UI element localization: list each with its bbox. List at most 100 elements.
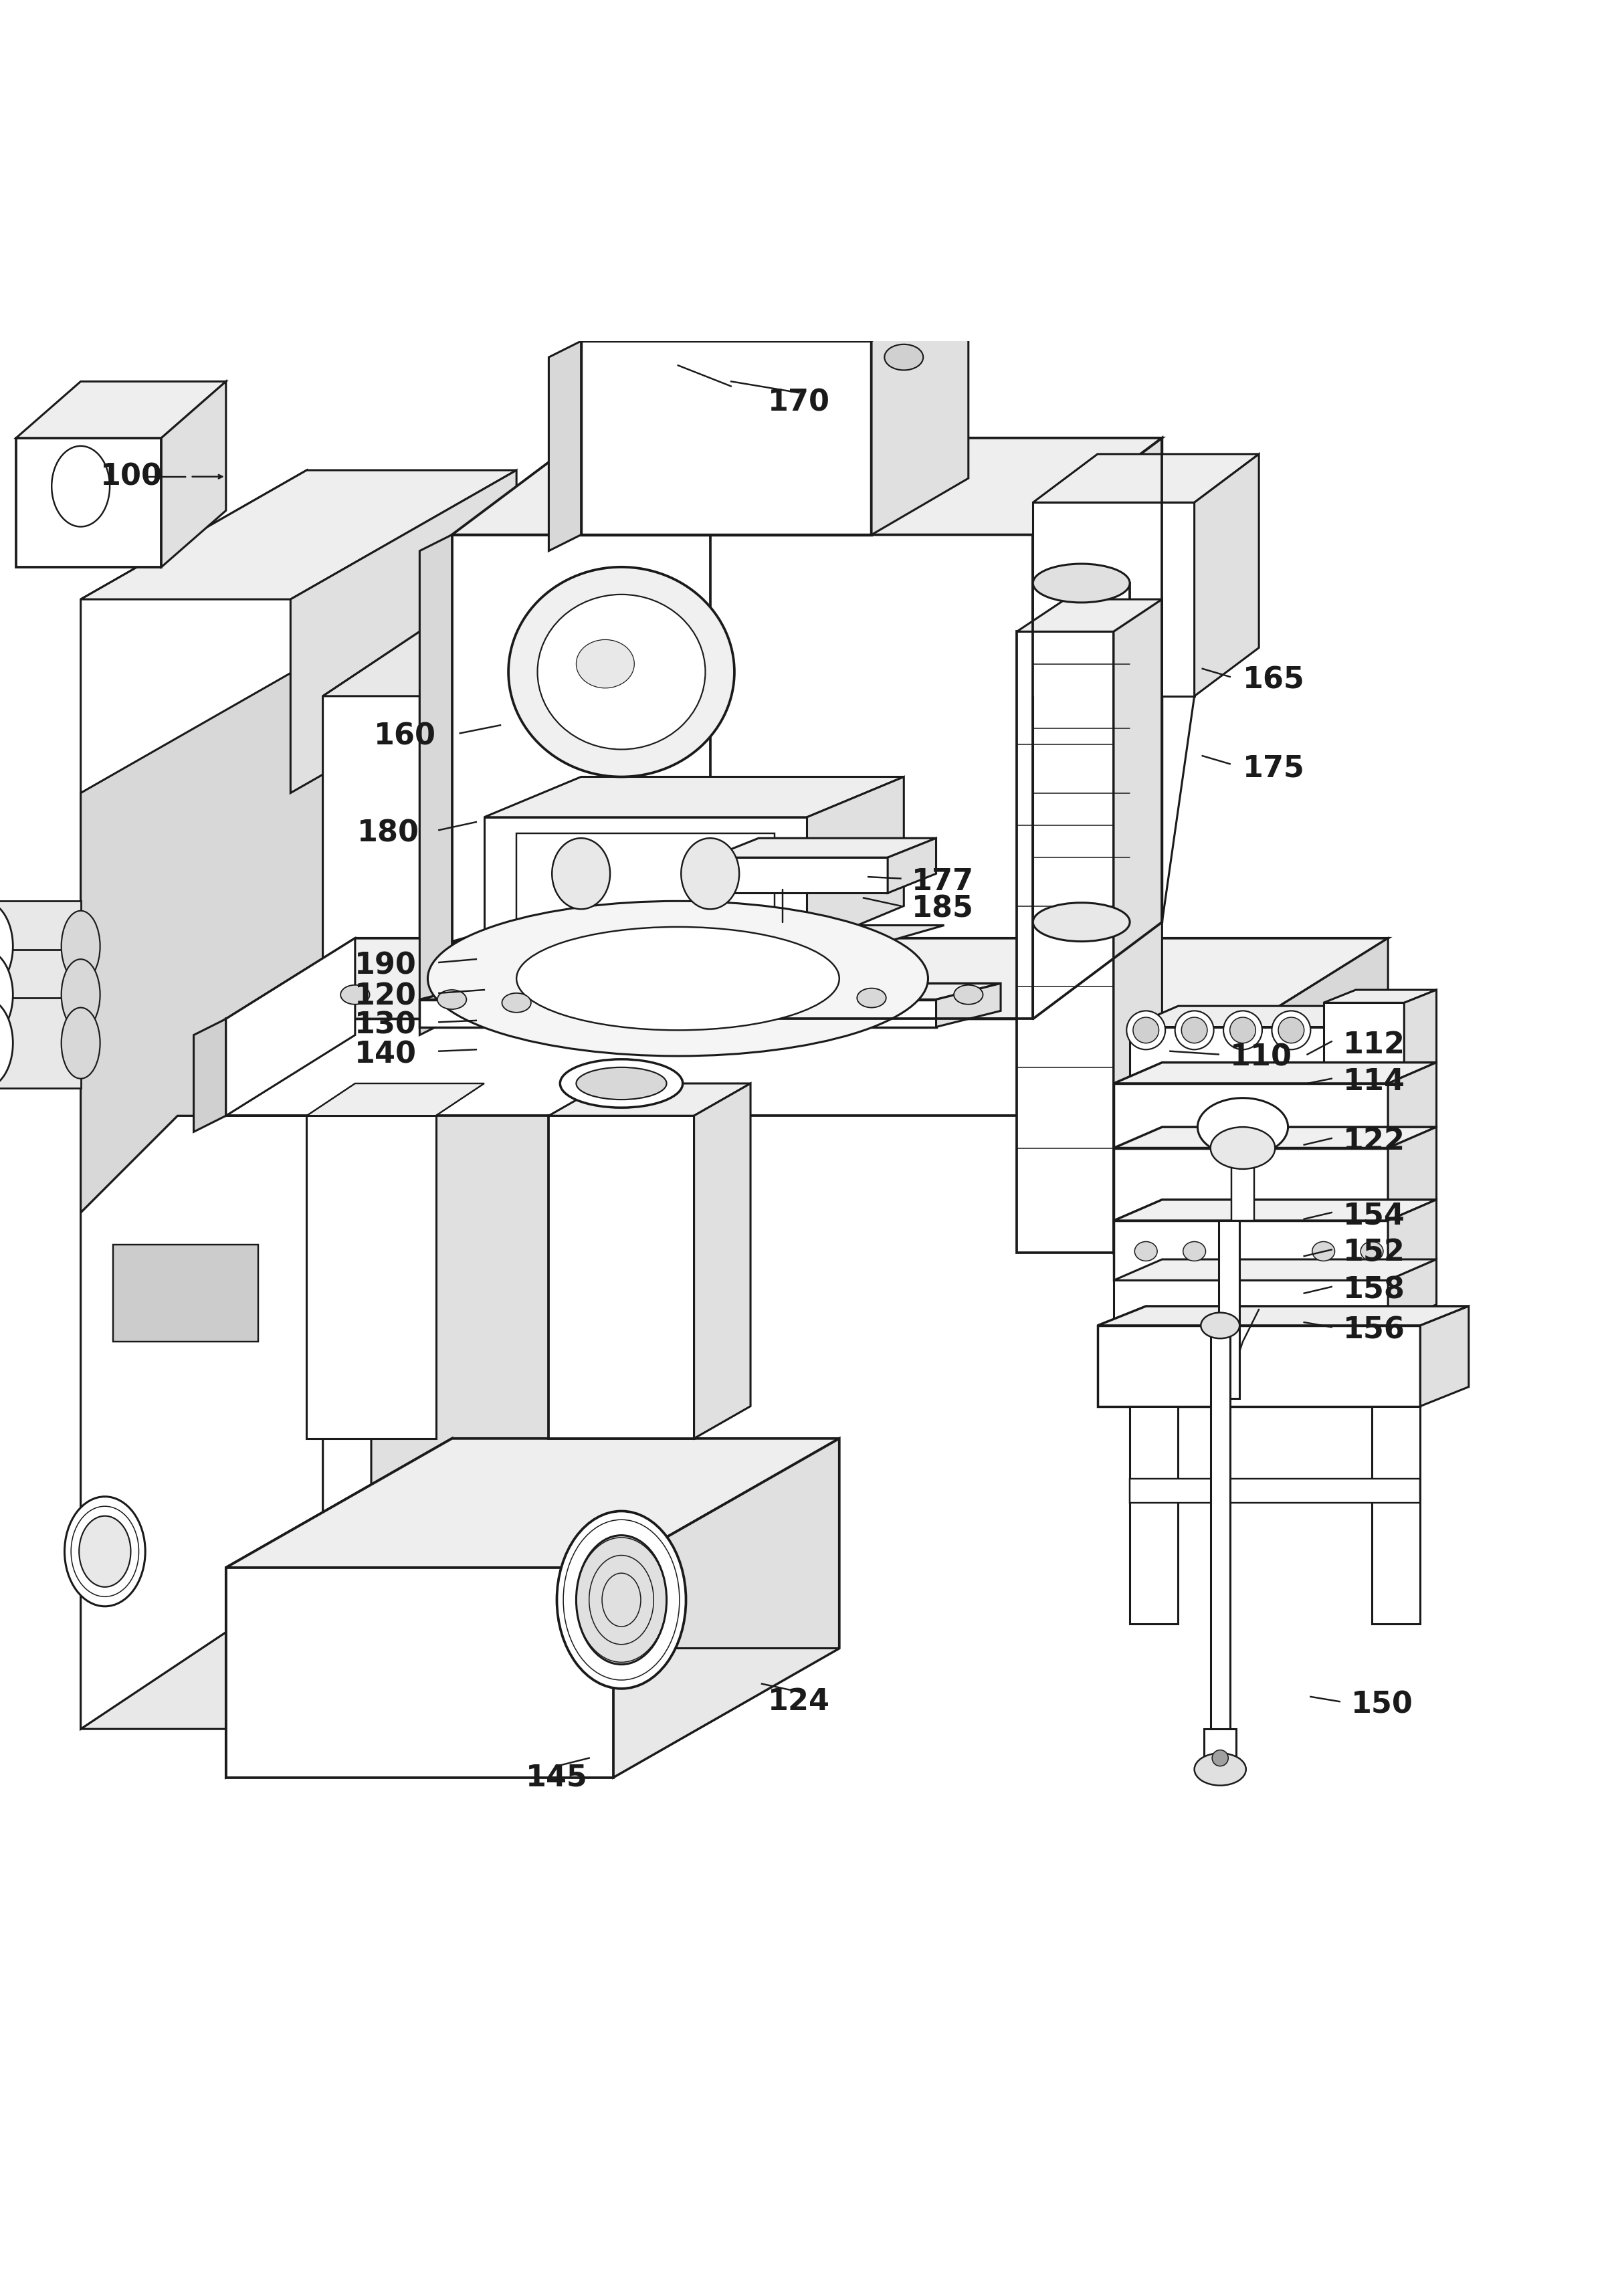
Polygon shape (226, 1440, 839, 1568)
Text: 154: 154 (1343, 1201, 1404, 1231)
Polygon shape (0, 951, 81, 1040)
Polygon shape (888, 838, 936, 893)
Polygon shape (1130, 1006, 1388, 1026)
Polygon shape (16, 381, 226, 439)
Text: 150: 150 (1351, 1690, 1412, 1720)
Ellipse shape (1312, 1242, 1335, 1261)
Polygon shape (1114, 1199, 1436, 1221)
Polygon shape (1231, 1148, 1254, 1221)
Polygon shape (16, 439, 161, 567)
Polygon shape (81, 471, 307, 792)
Polygon shape (1340, 1006, 1388, 1084)
Polygon shape (1323, 990, 1436, 1003)
Ellipse shape (1223, 1010, 1262, 1049)
Polygon shape (1098, 1325, 1420, 1405)
Polygon shape (1114, 1148, 1388, 1221)
Polygon shape (694, 1084, 751, 1440)
Polygon shape (452, 439, 1162, 535)
Polygon shape (323, 631, 420, 1116)
Polygon shape (484, 776, 904, 817)
Polygon shape (452, 535, 710, 1019)
Polygon shape (420, 535, 452, 1035)
Ellipse shape (508, 567, 734, 776)
Polygon shape (1130, 1026, 1340, 1084)
Polygon shape (452, 980, 888, 1003)
Polygon shape (807, 776, 904, 946)
Ellipse shape (1194, 1754, 1246, 1786)
Ellipse shape (954, 985, 983, 1003)
Ellipse shape (884, 344, 923, 370)
Text: 152: 152 (1343, 1238, 1404, 1267)
Polygon shape (1017, 631, 1114, 1254)
Polygon shape (81, 471, 516, 599)
Polygon shape (81, 631, 613, 792)
Polygon shape (1114, 1127, 1436, 1148)
Polygon shape (1114, 1258, 1436, 1281)
Ellipse shape (61, 912, 100, 983)
Text: 122: 122 (1343, 1127, 1406, 1155)
Ellipse shape (0, 900, 13, 992)
Polygon shape (1372, 1405, 1420, 1623)
Text: 175: 175 (1243, 755, 1304, 783)
Ellipse shape (79, 1515, 131, 1587)
Ellipse shape (1175, 1010, 1214, 1049)
Polygon shape (81, 631, 323, 1212)
Ellipse shape (681, 838, 739, 909)
Text: 185: 185 (912, 895, 973, 923)
Ellipse shape (437, 990, 466, 1010)
Ellipse shape (537, 595, 705, 748)
Ellipse shape (61, 1008, 100, 1079)
Ellipse shape (1127, 1010, 1165, 1049)
Polygon shape (226, 1019, 1259, 1116)
Ellipse shape (1133, 1017, 1159, 1042)
Polygon shape (307, 1116, 436, 1440)
Polygon shape (1114, 1084, 1388, 1148)
Ellipse shape (1033, 902, 1130, 941)
Polygon shape (1388, 1063, 1436, 1148)
Text: 130: 130 (355, 1010, 416, 1040)
Polygon shape (516, 833, 775, 923)
Polygon shape (500, 930, 718, 946)
Text: 165: 165 (1243, 666, 1304, 693)
Ellipse shape (1033, 565, 1130, 602)
Polygon shape (420, 983, 1001, 999)
Ellipse shape (1210, 1127, 1275, 1169)
Text: 124: 124 (768, 1688, 830, 1715)
Polygon shape (452, 960, 888, 983)
Polygon shape (1323, 1003, 1404, 1075)
Polygon shape (81, 1568, 613, 1729)
Polygon shape (226, 939, 1388, 1019)
Polygon shape (1388, 1127, 1436, 1221)
Polygon shape (549, 342, 581, 551)
Ellipse shape (1201, 1313, 1240, 1339)
Polygon shape (1114, 1063, 1436, 1084)
Polygon shape (549, 1116, 694, 1440)
Ellipse shape (502, 994, 531, 1013)
Ellipse shape (552, 838, 610, 909)
Polygon shape (226, 1440, 452, 1777)
Polygon shape (872, 285, 968, 535)
Polygon shape (226, 1568, 613, 1777)
Ellipse shape (1183, 1242, 1206, 1261)
Polygon shape (161, 381, 226, 567)
Text: 180: 180 (357, 820, 420, 847)
Text: 177: 177 (912, 868, 975, 895)
Polygon shape (1033, 455, 1259, 503)
Polygon shape (0, 999, 81, 1088)
Polygon shape (1404, 990, 1436, 1075)
Ellipse shape (560, 1058, 683, 1107)
Ellipse shape (428, 900, 928, 1056)
Ellipse shape (1361, 1242, 1383, 1261)
Polygon shape (1388, 1199, 1436, 1281)
Ellipse shape (1135, 1242, 1157, 1261)
Ellipse shape (576, 1536, 667, 1665)
Text: 100: 100 (100, 461, 163, 491)
Polygon shape (1204, 1729, 1236, 1770)
Polygon shape (581, 285, 968, 342)
Ellipse shape (557, 1511, 686, 1688)
Polygon shape (1219, 1221, 1240, 1398)
Polygon shape (549, 1084, 751, 1116)
Polygon shape (81, 631, 323, 1729)
Polygon shape (226, 1649, 839, 1777)
Polygon shape (484, 817, 807, 946)
